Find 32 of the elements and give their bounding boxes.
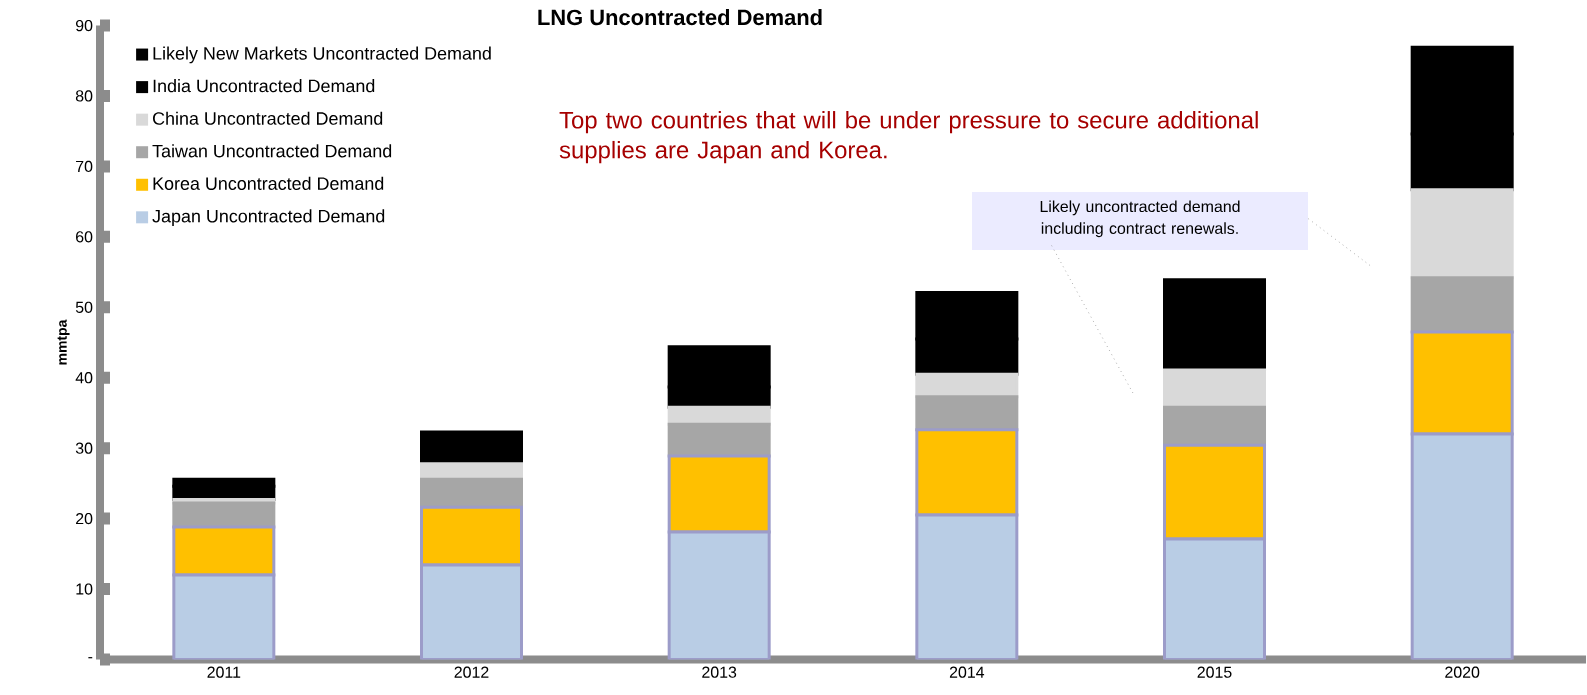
x-tick-label: 2012 <box>454 666 489 678</box>
x-tick-label: 2014 <box>949 666 985 678</box>
bar <box>420 505 523 567</box>
x-tick-label: 2020 <box>1445 666 1480 678</box>
x-tick-label: 2015 <box>1197 666 1232 678</box>
bar <box>667 454 771 534</box>
y-tick-label: 70 <box>76 160 93 173</box>
legend-label: Japan Uncontracted Demand <box>152 209 385 227</box>
y-tick-label: 60 <box>76 231 93 243</box>
y-tick-label: 50 <box>75 301 93 313</box>
y-tick-label: 30 <box>75 442 93 454</box>
bar <box>1163 368 1267 409</box>
legend-label: India Uncontracted Demand <box>153 79 375 93</box>
y-tick-label: 10 <box>76 583 93 595</box>
y-axis-title: mmtpa <box>57 319 70 365</box>
y-tick-label: 80 <box>75 90 93 102</box>
legend-label: Taiwan Uncontracted Demand <box>152 144 392 158</box>
annotation: Likely uncontracted demand including contract renewals. <box>1040 200 1240 238</box>
y-tick-label: - <box>88 657 93 659</box>
bar <box>1163 405 1267 447</box>
x-tick-label: 2013 <box>702 666 737 678</box>
legend-label: China Uncontracted Demand <box>152 111 383 125</box>
annotation: Top two countries that will be under pressure to secure additional supplies are Japan and Korea. <box>559 111 1258 164</box>
y-tick-label: 90 <box>75 19 93 32</box>
bar <box>1163 443 1267 541</box>
y-tick-label: 40 <box>75 372 93 384</box>
chart-title: LNG Uncontracted Demand <box>538 9 822 26</box>
x-tick-label: 2011 <box>207 666 241 678</box>
y-tick-label: 20 <box>76 512 93 525</box>
bar <box>420 477 523 509</box>
legend-label: Likely New Markets Uncontracted Demand <box>153 46 491 64</box>
legend-label: Korea Uncontracted Demand <box>153 176 384 190</box>
